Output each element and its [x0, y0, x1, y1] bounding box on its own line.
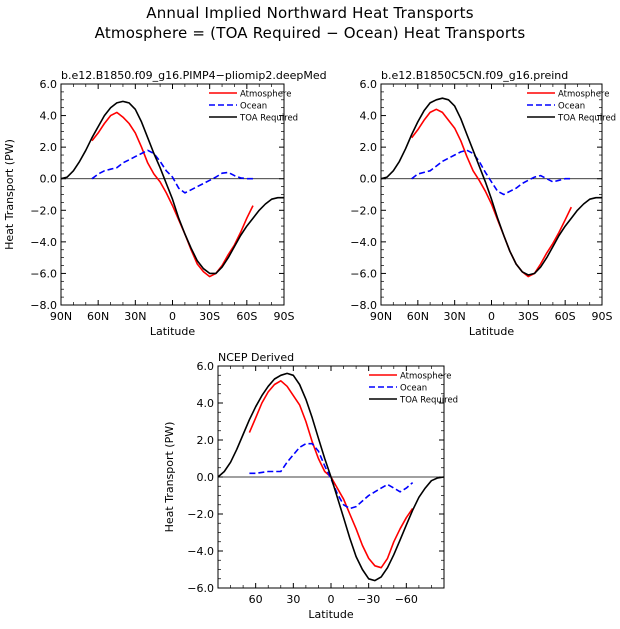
legend-label: TOA Required: [239, 114, 298, 124]
legend-label: Ocean: [400, 384, 427, 394]
y-axis-label: Heat Transport (PW): [3, 139, 16, 250]
y-tick-label: 6.0: [360, 78, 378, 91]
y-tick-label: −8.0: [30, 299, 57, 312]
x-tick-label: 0: [328, 593, 335, 606]
figure-title-line-2: Atmosphere = (TOA Required − Ocean) Heat…: [94, 24, 526, 42]
series-line-toa-required: [60, 100, 284, 275]
x-tick-label: 30S: [518, 310, 539, 323]
x-tick-label: 0: [169, 310, 176, 323]
series-line-ocean: [249, 442, 414, 510]
x-tick-label: 60N: [407, 310, 429, 323]
y-tick-label: 0.0: [360, 173, 378, 186]
legend-label: Ocean: [558, 102, 585, 112]
series-line-atmosphere: [411, 108, 573, 278]
series-line-toa-required: [380, 97, 602, 276]
y-tick-label: 2.0: [197, 434, 215, 447]
x-axis-label: Latitude: [150, 325, 196, 338]
x-tick-label: 90S: [274, 310, 295, 323]
x-tick-label: 90N: [50, 310, 72, 323]
legend-label: Atmosphere: [240, 90, 291, 100]
series-line-toa-required: [217, 372, 445, 582]
y-tick-label: −4.0: [187, 545, 214, 558]
y-tick-label: 0.0: [197, 471, 215, 484]
x-tick-label: 60N: [87, 310, 109, 323]
x-tick-label: 90S: [592, 310, 613, 323]
y-tick-label: −6.0: [30, 267, 57, 280]
x-tick-label: 30S: [199, 310, 220, 323]
figure-title-line-1: Annual Implied Northward Heat Transports: [146, 4, 474, 22]
x-axis-label: Latitude: [469, 325, 515, 338]
legend-label: TOA Required: [399, 396, 458, 406]
y-tick-label: 0.0: [40, 173, 58, 186]
y-tick-label: 6.0: [40, 78, 58, 91]
x-tick-label: 30N: [124, 310, 146, 323]
x-tick-label: −30: [357, 593, 380, 606]
x-tick-label: 90N: [370, 310, 392, 323]
y-tick-label: −4.0: [30, 236, 57, 249]
y-tick-label: 4.0: [197, 397, 215, 410]
y-axis-label: Heat Transport (PW): [163, 422, 176, 533]
series-line-ocean: [91, 149, 253, 194]
y-tick-label: −6.0: [187, 582, 214, 595]
y-tick-label: −8.0: [350, 299, 377, 312]
x-axis-label: Latitude: [308, 608, 354, 621]
x-tick-label: 60S: [236, 310, 257, 323]
panel-title: b.e12.B1850.f09_g16.PIMP4−pliomip2.deepM…: [61, 69, 327, 82]
x-tick-label: 0: [488, 310, 495, 323]
y-tick-label: 6.0: [197, 360, 215, 373]
series-line-ocean: [411, 149, 572, 196]
legend-label: Ocean: [240, 102, 267, 112]
x-tick-label: 60: [249, 593, 263, 606]
y-tick-label: 2.0: [360, 141, 378, 154]
x-tick-label: 30: [286, 593, 300, 606]
x-tick-label: −60: [395, 593, 418, 606]
legend-label: TOA Required: [557, 114, 616, 124]
y-tick-label: −2.0: [350, 204, 377, 217]
legend-label: Atmosphere: [400, 372, 451, 382]
panel-title: NCEP Derived: [218, 351, 294, 364]
y-tick-label: −4.0: [350, 236, 377, 249]
series-line-atmosphere: [248, 379, 414, 569]
x-tick-label: 30N: [444, 310, 466, 323]
y-tick-label: 2.0: [40, 141, 58, 154]
y-tick-label: 4.0: [40, 110, 58, 123]
y-tick-label: −2.0: [30, 204, 57, 217]
chart-panel-pimp4-deepmed: b.e12.B1850.f09_g16.PIMP4−pliomip2.deepM…: [3, 69, 327, 338]
legend-label: Atmosphere: [558, 90, 609, 100]
panel-title: b.e12.B1850C5CN.f09_g16.preind: [381, 69, 568, 82]
x-tick-label: 60S: [555, 310, 576, 323]
y-tick-label: −6.0: [350, 267, 377, 280]
y-tick-label: −2.0: [187, 508, 214, 521]
y-tick-label: 4.0: [360, 110, 378, 123]
series-line-atmosphere: [91, 111, 254, 278]
